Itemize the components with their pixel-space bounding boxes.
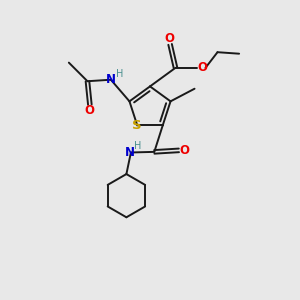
- Text: O: O: [197, 61, 208, 74]
- Text: O: O: [179, 144, 189, 157]
- Text: N: N: [124, 146, 134, 159]
- Text: H: H: [134, 141, 141, 151]
- Text: N: N: [106, 73, 116, 86]
- Text: O: O: [164, 32, 175, 46]
- Text: O: O: [85, 103, 95, 116]
- Text: S: S: [133, 119, 142, 132]
- Text: H: H: [116, 69, 123, 79]
